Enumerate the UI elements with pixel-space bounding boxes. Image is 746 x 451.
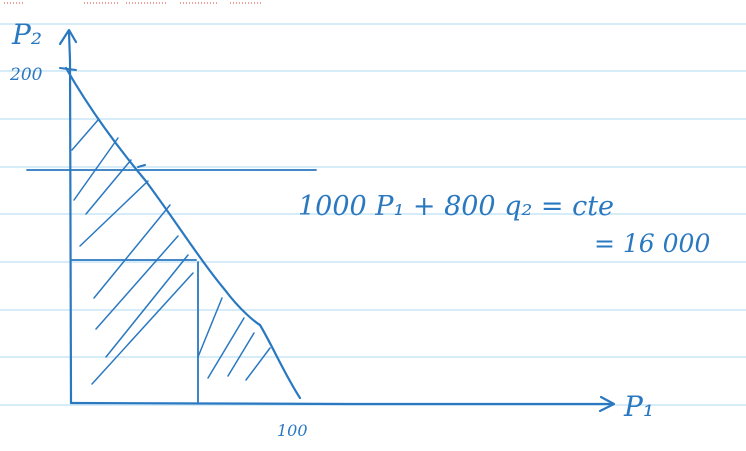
budget-line-point: [137, 164, 146, 168]
equation-line-2: = 16 000: [594, 229, 710, 258]
x-intercept-label: 100: [277, 421, 308, 440]
inner-rectangle: [71, 259, 199, 403]
budget-line: [64, 66, 302, 400]
x-axis-label: P₁: [623, 390, 654, 423]
hatching: [71, 119, 271, 385]
y-intercept-tick: [59, 67, 77, 71]
y-axis: [58, 28, 78, 405]
x-axis: [69, 395, 616, 413]
y-intercept-label: 200: [9, 65, 43, 85]
y-axis-label: P₂: [11, 18, 42, 51]
equation-line-1: 1000 P₁ + 800 q₂ = cte: [298, 191, 614, 222]
